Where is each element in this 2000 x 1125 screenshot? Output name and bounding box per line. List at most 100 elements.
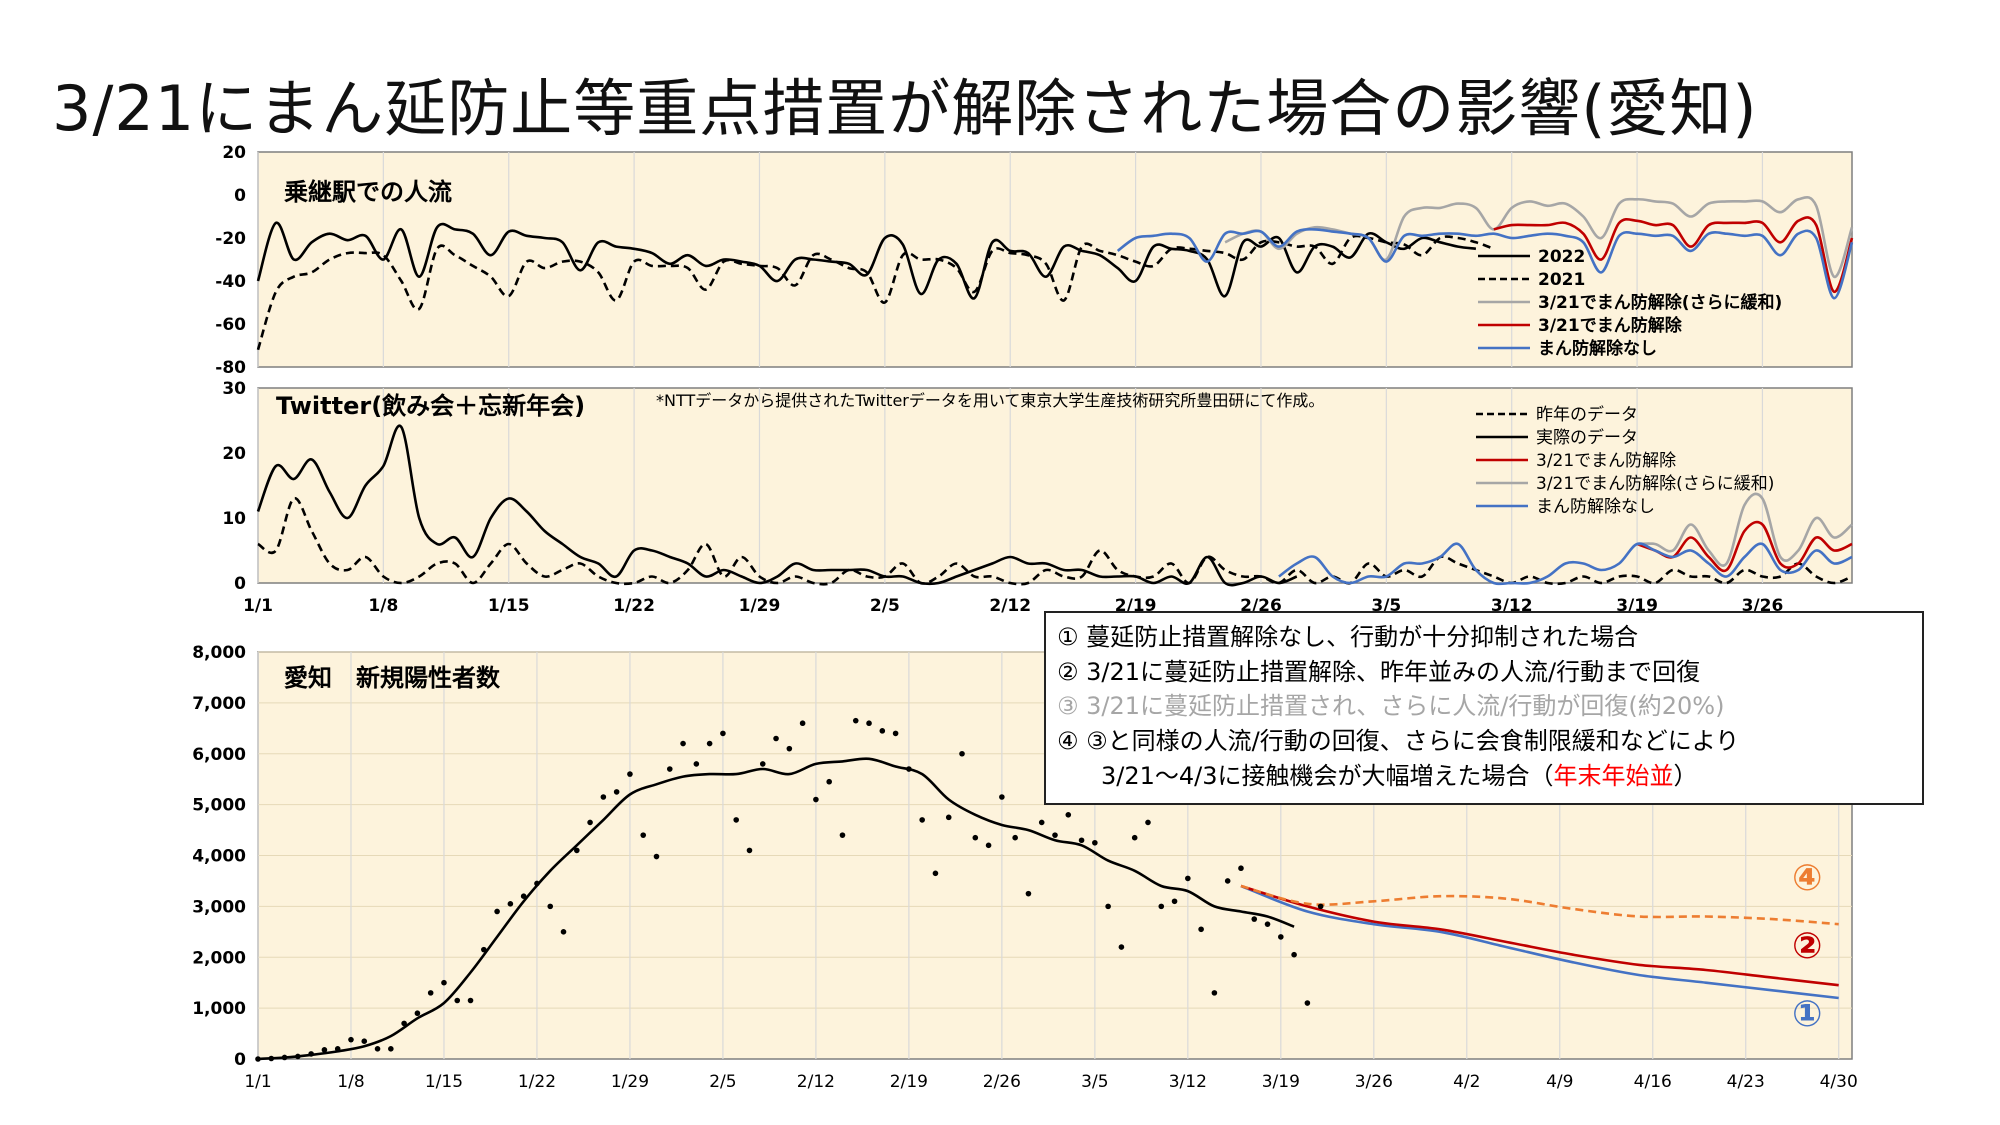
p3-line-0 (257, 757, 1295, 1061)
daily-case-point (852, 717, 859, 724)
daily-case-point (388, 1046, 394, 1052)
x-tick-label: 3/12 (1169, 1072, 1207, 1092)
curve-label-2: ② (1792, 926, 1822, 967)
daily-case-point (613, 789, 620, 795)
aichi-cases-y-axis: 8,000 7,000 6,000 5,000 4,000 3,000 2,000 1,000… (192, 643, 246, 1070)
daily-case-point (348, 1036, 354, 1043)
daily-case-point (361, 1038, 368, 1044)
daily-case-point (680, 740, 686, 747)
x-tick-label: 1/29 (611, 1072, 649, 1092)
scenario-3: ③ 3/21に蔓延防止措置され、さらに人流/行動が回復(約20%) (1057, 692, 1724, 720)
daily-case-point (520, 893, 527, 899)
scenario-4-close: ） (1674, 762, 1698, 790)
x-tick-label: 2/5 (709, 1072, 736, 1092)
daily-case-point (1158, 903, 1165, 910)
station-flow-y-axis: 20 0 -20 -40 -60 -80 (215, 143, 246, 378)
daily-case-point (1078, 837, 1085, 844)
daily-case-point (932, 870, 939, 877)
y-tick-label: 4,000 (192, 847, 246, 867)
daily-case-point (1291, 951, 1297, 958)
legend-entry: 3/21でまん防解除(さらに緩和) (1536, 474, 1774, 494)
x-tick-label: 3/19 (1262, 1072, 1300, 1092)
legend-entry: まん防解除なし (1538, 338, 1657, 359)
daily-case-point (1264, 921, 1271, 927)
daily-case-point (1238, 865, 1244, 872)
p1-line-2 (1224, 195, 1854, 279)
x-tick-label: 1/15 (425, 1072, 463, 1092)
station-flow-series (256, 195, 1854, 351)
p3-line-3 (1240, 884, 1839, 926)
x-tick-label: 2/12 (989, 596, 1031, 616)
daily-case-point (1118, 944, 1125, 950)
scenario-4: ④ ③と同様の人流/行動の回復、さらに会食制限緩和などにより (1057, 727, 1739, 755)
daily-case-point (826, 778, 832, 785)
daily-case-point (454, 997, 461, 1004)
scenario-1: ① 蔓延防止措置解除なし、行動が十分抑制された場合 (1057, 623, 1638, 651)
x-tick-label: 3/26 (1355, 1072, 1393, 1092)
daily-case-point (1304, 1000, 1311, 1006)
p2-line-1 (256, 424, 1298, 587)
daily-case-point (959, 750, 965, 757)
daily-case-point (786, 745, 793, 752)
daily-case-point (1185, 875, 1191, 882)
x-tick-label: 2/19 (890, 1072, 928, 1092)
daily-case-point (1171, 898, 1178, 905)
y-tick-label: 2,000 (192, 948, 246, 968)
daily-case-point (334, 1046, 341, 1052)
daily-case-point (1251, 916, 1258, 922)
x-tick-label: 4/2 (1453, 1072, 1480, 1092)
daily-case-point (600, 794, 607, 800)
legend-entry: 3/21でまん防解除(さらに緩和) (1538, 292, 1782, 313)
x-tick-label: 4/30 (1820, 1072, 1858, 1092)
y-tick-label: 20 (222, 143, 246, 163)
x-tick-label: 1/15 (488, 596, 530, 616)
daily-case-point (281, 1054, 288, 1061)
x-tick-label: 1/29 (739, 596, 781, 616)
daily-case-point (813, 796, 819, 803)
daily-case-point (507, 901, 514, 907)
daily-case-point (1052, 832, 1058, 838)
x-tick-label: 4/9 (1546, 1072, 1573, 1092)
station-flow-plot-area (257, 151, 1853, 368)
y-tick-label: -40 (215, 272, 246, 292)
daily-case-point (374, 1046, 381, 1052)
x-tick-label: 1/8 (337, 1072, 364, 1092)
daily-case-point (414, 1010, 421, 1017)
daily-case-point (866, 720, 872, 727)
x-tick-label: 4/23 (1727, 1072, 1765, 1092)
daily-case-point (1278, 934, 1284, 940)
daily-case-point (268, 1055, 275, 1062)
y-tick-label: 0 (234, 1050, 246, 1070)
daily-case-point (481, 946, 487, 953)
legend-entry: 昨年のデータ (1536, 404, 1638, 425)
daily-case-point (706, 740, 713, 747)
daily-case-point (321, 1047, 328, 1053)
daily-case-point (295, 1053, 301, 1060)
x-tick-label: 1/1 (244, 1072, 271, 1092)
daily-case-point (1105, 903, 1111, 910)
y-tick-label: -60 (215, 315, 246, 335)
y-tick-label: 7,000 (192, 694, 246, 714)
daily-case-point (308, 1051, 314, 1057)
x-tick-label: 2/26 (983, 1072, 1021, 1092)
daily-case-point (401, 1020, 407, 1027)
legend-entry: 3/21でまん防解除 (1538, 315, 1683, 336)
daily-case-point (653, 853, 660, 860)
daily-case-point (733, 817, 739, 823)
y-tick-label: 8,000 (192, 643, 246, 663)
p2-line-4 (1278, 542, 1853, 586)
x-tick-label: 1/22 (613, 596, 655, 616)
x-tick-label: 1/1 (243, 596, 273, 616)
legend-entry: 2022 (1538, 247, 1585, 267)
twitter-plot-area (257, 387, 1853, 584)
curve-label-1: ① (1792, 994, 1822, 1035)
daily-case-point (879, 728, 886, 734)
daily-case-point (1092, 839, 1098, 846)
aichi-cases-series (257, 757, 1839, 1061)
daily-case-point (746, 847, 753, 854)
legend-entry: 3/21でまん防解除 (1536, 451, 1676, 471)
x-tick-label: 3/5 (1081, 1072, 1108, 1092)
y-tick-label: 1,000 (192, 999, 246, 1019)
y-tick-label: 6,000 (192, 745, 246, 765)
